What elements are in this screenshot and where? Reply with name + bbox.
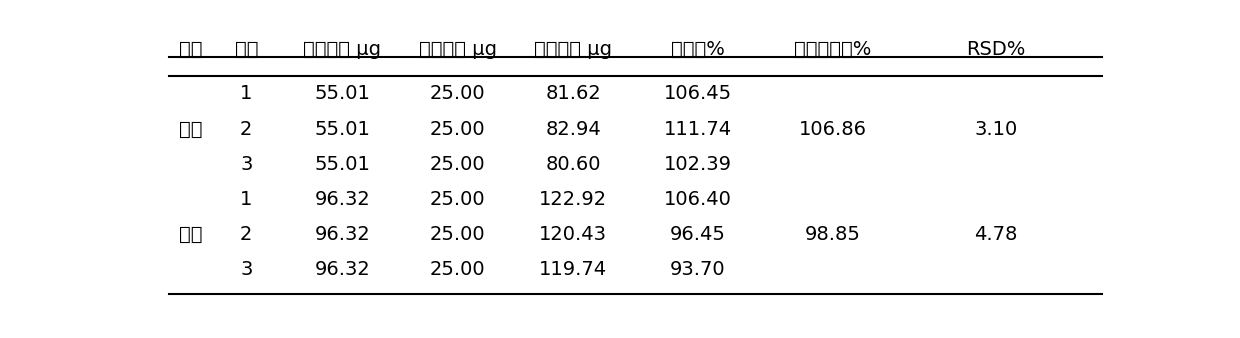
Text: 4.78: 4.78: [975, 225, 1018, 244]
Text: 55.01: 55.01: [315, 155, 371, 174]
Text: 样品含量 μg: 样品含量 μg: [304, 40, 382, 59]
Text: 119.74: 119.74: [539, 260, 608, 279]
Text: 3.10: 3.10: [975, 120, 1018, 139]
Text: 98.85: 98.85: [805, 225, 861, 244]
Text: 96.45: 96.45: [670, 225, 725, 244]
Text: 111.74: 111.74: [663, 120, 732, 139]
Text: 回收率%: 回收率%: [671, 40, 725, 59]
Text: 106.86: 106.86: [799, 120, 867, 139]
Text: 2: 2: [241, 225, 253, 244]
Text: 1: 1: [241, 190, 253, 209]
Text: 81.62: 81.62: [546, 84, 601, 103]
Text: 检测含量 μg: 检测含量 μg: [534, 40, 613, 59]
Text: 82.94: 82.94: [546, 120, 601, 139]
Text: 106.45: 106.45: [663, 84, 732, 103]
Text: 102.39: 102.39: [663, 155, 732, 174]
Text: 加标样量 μg: 加标样量 μg: [419, 40, 497, 59]
Text: 嫩枝: 嫩枝: [179, 120, 202, 139]
Text: 120.43: 120.43: [539, 225, 608, 244]
Text: 25.00: 25.00: [430, 120, 486, 139]
Text: 55.01: 55.01: [315, 120, 371, 139]
Text: 3: 3: [241, 260, 253, 279]
Text: 25.00: 25.00: [430, 84, 486, 103]
Text: 样品: 样品: [179, 40, 202, 59]
Text: 2: 2: [241, 120, 253, 139]
Text: 106.40: 106.40: [665, 190, 732, 209]
Text: 25.00: 25.00: [430, 260, 486, 279]
Text: 55.01: 55.01: [315, 84, 371, 103]
Text: 重复: 重复: [234, 40, 258, 59]
Text: 3: 3: [241, 155, 253, 174]
Text: 96.32: 96.32: [315, 190, 371, 209]
Text: RSD%: RSD%: [966, 40, 1025, 59]
Text: 1: 1: [241, 84, 253, 103]
Text: 平均回收率%: 平均回收率%: [794, 40, 872, 59]
Text: 25.00: 25.00: [430, 190, 486, 209]
Text: 25.00: 25.00: [430, 155, 486, 174]
Text: 96.32: 96.32: [315, 225, 371, 244]
Text: 93.70: 93.70: [670, 260, 725, 279]
Text: 叶片: 叶片: [179, 225, 202, 244]
Text: 96.32: 96.32: [315, 260, 371, 279]
Text: 122.92: 122.92: [539, 190, 608, 209]
Text: 80.60: 80.60: [546, 155, 601, 174]
Text: 25.00: 25.00: [430, 225, 486, 244]
